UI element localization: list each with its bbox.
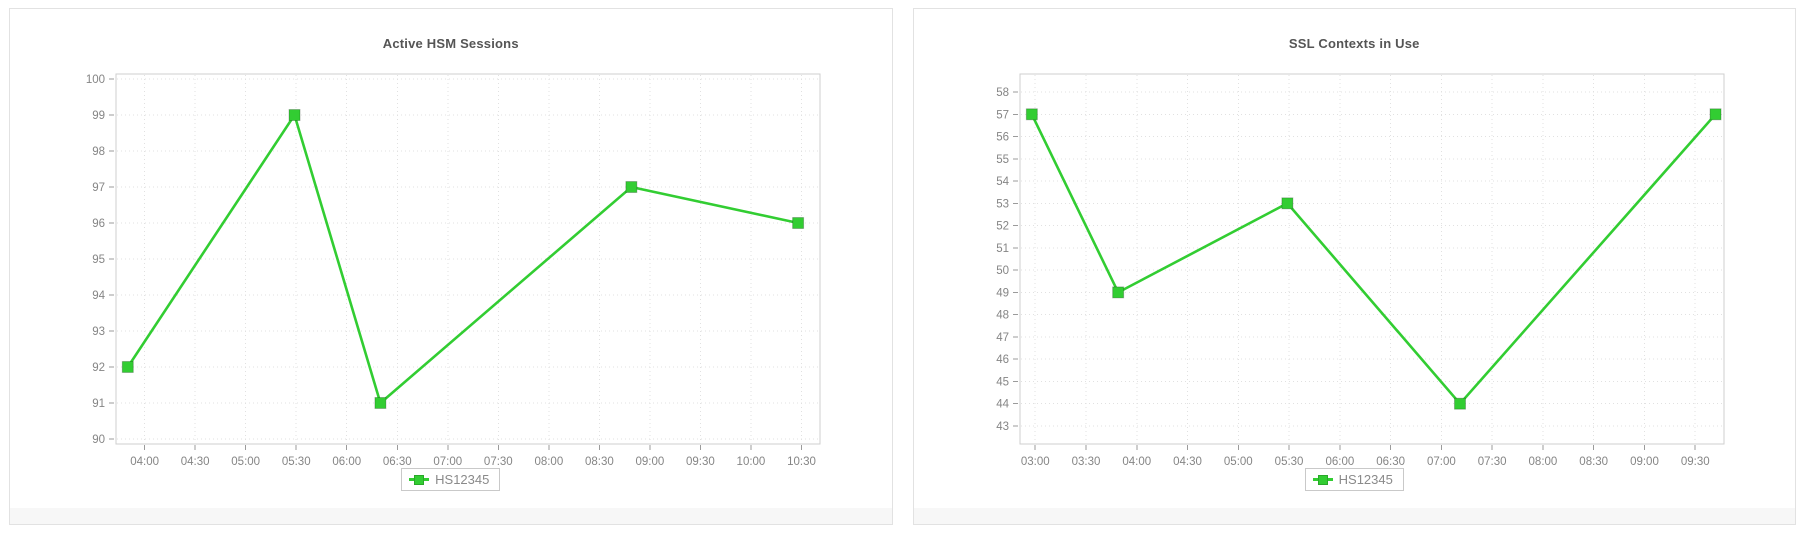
- data-point-marker[interactable]: [374, 396, 387, 409]
- y-axis-label: 92: [92, 362, 105, 374]
- y-axis-label: 98: [92, 146, 105, 158]
- legend: HS12345: [10, 468, 892, 491]
- x-axis-label: 09:30: [1680, 456, 1709, 467]
- y-axis-label: 93: [92, 326, 105, 338]
- y-axis-label: 55: [996, 154, 1009, 166]
- y-axis-label: 46: [996, 354, 1009, 366]
- x-axis-label: 10:00: [737, 456, 766, 467]
- y-axis-label: 45: [996, 376, 1009, 388]
- y-axis-label: 49: [996, 287, 1009, 299]
- data-point-marker[interactable]: [1111, 286, 1124, 299]
- data-point-marker[interactable]: [288, 109, 301, 122]
- y-axis-label: 44: [996, 399, 1009, 411]
- card-footer-strip: [10, 508, 892, 524]
- data-point-marker[interactable]: [625, 181, 638, 194]
- y-axis-label: 53: [996, 198, 1009, 210]
- x-axis-label: 04:30: [181, 456, 210, 467]
- x-axis-label: 07:00: [433, 456, 462, 467]
- legend-item[interactable]: HS12345: [1304, 468, 1404, 491]
- plot-border: [115, 73, 821, 445]
- x-axis-label: 06:00: [1325, 456, 1354, 467]
- y-axis-label: 96: [92, 218, 105, 230]
- y-axis-label: 91: [92, 398, 105, 410]
- legend-label: HS12345: [435, 472, 490, 487]
- x-axis-label: 06:30: [1376, 456, 1405, 467]
- y-axis-label: 52: [996, 221, 1009, 233]
- plot-border: [1019, 73, 1724, 445]
- x-axis-label: 04:00: [1122, 456, 1151, 467]
- x-axis-label: 07:30: [484, 456, 513, 467]
- x-axis-label: 03:30: [1071, 456, 1100, 467]
- x-axis-label: 09:00: [1630, 456, 1659, 467]
- data-point-marker[interactable]: [1025, 108, 1038, 121]
- y-axis-label: 43: [996, 421, 1009, 433]
- y-axis-label: 56: [996, 132, 1009, 144]
- chart-card-active-hsm-sessions: Active HSM Sessions 90 91 92 93 94 95 96 97 98 99…: [9, 8, 893, 525]
- y-axis-label: 51: [996, 243, 1009, 255]
- series-line: [1030, 113, 1716, 406]
- y-axis-label: 58: [996, 87, 1009, 99]
- y-axis-label: 57: [996, 109, 1009, 121]
- x-axis-label: 08:30: [585, 456, 614, 467]
- chart-title: Active HSM Sessions: [382, 36, 519, 51]
- x-axis-label: 04:00: [130, 456, 159, 467]
- x-axis-label: 09:00: [636, 456, 665, 467]
- y-axis-label: 54: [996, 176, 1009, 188]
- x-axis-label: 09:30: [686, 456, 715, 467]
- line-chart-active-hsm-sessions: 90 91 92 93 94 95 96 97 98 99 100 04:00 04:30 05:00 05…: [86, 73, 821, 467]
- series-marker-icon: [409, 474, 430, 485]
- x-axis-label: 06:30: [383, 456, 412, 467]
- x-axis-label: 10:30: [787, 456, 816, 467]
- x-axis-label: 07:30: [1477, 456, 1506, 467]
- y-axis-label: 47: [996, 332, 1009, 344]
- x-axis-label: 07:00: [1426, 456, 1455, 467]
- x-axis-label: 08:00: [534, 456, 563, 467]
- x-axis-label: 05:30: [282, 456, 311, 467]
- data-point-marker[interactable]: [792, 217, 805, 230]
- y-axis-label: 48: [996, 310, 1009, 322]
- legend-item[interactable]: HS12345: [401, 468, 501, 491]
- data-point-marker[interactable]: [1280, 197, 1293, 210]
- legend: HS12345: [914, 468, 1796, 491]
- y-axis-label: 97: [92, 182, 105, 194]
- x-axis-label: 05:30: [1274, 456, 1303, 467]
- x-axis-label: 08:30: [1579, 456, 1608, 467]
- series-marker-icon: [1312, 474, 1333, 485]
- y-axis-label: 100: [86, 74, 105, 86]
- y-axis-label: 90: [92, 434, 105, 446]
- x-axis-label: 03:00: [1020, 456, 1049, 467]
- data-point-marker[interactable]: [121, 360, 134, 373]
- x-axis-label: 05:00: [1223, 456, 1252, 467]
- legend-label: HS12345: [1338, 472, 1393, 487]
- card-footer-strip: [913, 508, 1795, 524]
- line-chart-ssl-contexts: 43 44 45 46 47 48 49 50 51 52 53 54 55 56 57 58 03:00 03:…: [996, 73, 1724, 467]
- y-axis-label: 50: [996, 265, 1009, 277]
- x-axis-label: 04:30: [1173, 456, 1202, 467]
- y-axis-label: 95: [92, 254, 105, 266]
- chart-card-ssl-contexts: SSL Contexts in Use 43 44 45 46 47 48 49 50 51 52…: [912, 8, 1796, 525]
- y-axis-label: 99: [92, 110, 105, 122]
- y-axis-label: 94: [92, 290, 105, 302]
- data-point-marker[interactable]: [1709, 108, 1722, 121]
- data-point-marker[interactable]: [1453, 397, 1466, 410]
- x-axis-label: 06:00: [332, 456, 361, 467]
- x-axis-label: 08:00: [1528, 456, 1557, 467]
- chart-title: SSL Contexts in Use: [1288, 36, 1420, 51]
- x-axis-label: 05:00: [231, 456, 260, 467]
